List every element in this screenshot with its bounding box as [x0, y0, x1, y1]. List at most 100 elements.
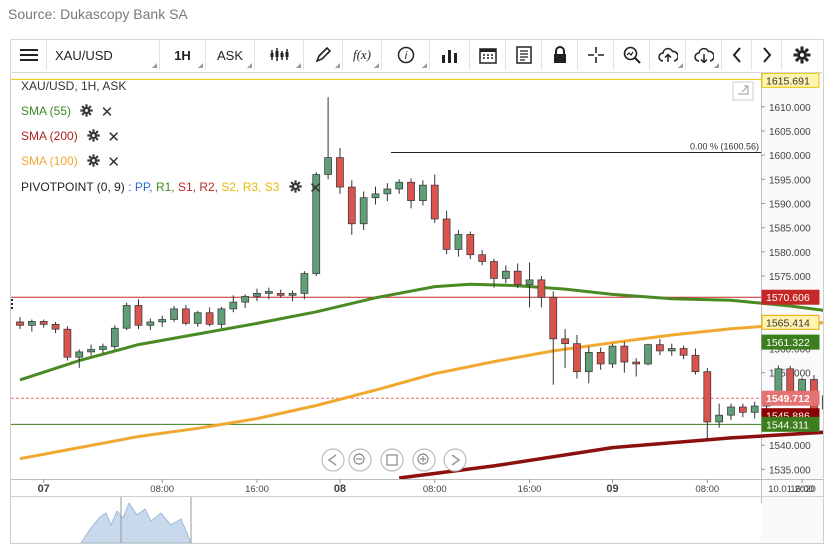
- scroll-forward-button[interactable]: [443, 448, 467, 472]
- pivot-settings-button[interactable]: [289, 180, 302, 196]
- candle-up[interactable]: [193, 312, 202, 324]
- candle-down[interactable]: [490, 261, 498, 279]
- candle-up[interactable]: [667, 348, 676, 352]
- indicators-button[interactable]: f(x): [343, 40, 382, 70]
- candle-up[interactable]: [87, 349, 95, 353]
- price-chart[interactable]: 1535.0001540.0001545.0001550.0001555.000…: [11, 73, 823, 543]
- download-button[interactable]: [686, 40, 722, 70]
- candle-up[interactable]: [383, 188, 392, 195]
- scroll-left-button[interactable]: [722, 40, 752, 70]
- candle-up[interactable]: [75, 351, 84, 358]
- candle-down[interactable]: [620, 345, 629, 363]
- template-button[interactable]: [506, 40, 542, 70]
- reset-zoom-button[interactable]: [380, 448, 404, 472]
- candle-down[interactable]: [691, 354, 700, 373]
- zoom-in-button[interactable]: [412, 448, 436, 472]
- candle-down[interactable]: [407, 181, 415, 201]
- draw-tool-button[interactable]: [304, 40, 343, 70]
- candle-up[interactable]: [371, 193, 380, 199]
- candle-up[interactable]: [217, 308, 226, 325]
- symbol-selector[interactable]: XAU/USD: [47, 40, 160, 70]
- candle-up[interactable]: [359, 197, 368, 225]
- candle-down[interactable]: [632, 361, 641, 365]
- candle-up[interactable]: [146, 321, 155, 326]
- candle-up[interactable]: [312, 174, 321, 274]
- info-button[interactable]: i: [382, 40, 430, 70]
- candle-up[interactable]: [99, 346, 107, 350]
- sma200-settings-button[interactable]: [87, 129, 100, 145]
- candle-up[interactable]: [241, 295, 249, 303]
- candle-up[interactable]: [608, 345, 617, 365]
- candle-up[interactable]: [821, 395, 823, 410]
- candle-up[interactable]: [644, 344, 652, 365]
- scroll-right-button[interactable]: [752, 40, 782, 70]
- chart-type-button[interactable]: [255, 40, 304, 70]
- candle-down[interactable]: [549, 296, 558, 340]
- candle-up[interactable]: [324, 157, 332, 175]
- lock-button[interactable]: [542, 40, 578, 70]
- candle-up[interactable]: [229, 301, 238, 310]
- sma55-settings-button[interactable]: [80, 104, 93, 120]
- candle-up[interactable]: [170, 308, 178, 320]
- candle-up[interactable]: [454, 234, 463, 250]
- drag-handle-dot[interactable]: [11, 303, 13, 305]
- candle-down[interactable]: [466, 234, 475, 256]
- sma100-settings-button[interactable]: [87, 154, 100, 170]
- candle-down[interactable]: [596, 352, 605, 365]
- candle-down[interactable]: [513, 270, 522, 286]
- candle-up[interactable]: [158, 319, 167, 323]
- menu-button[interactable]: [11, 40, 47, 70]
- candle-up[interactable]: [798, 379, 806, 392]
- drag-handle-dot[interactable]: [11, 299, 13, 301]
- candle-down[interactable]: [51, 323, 60, 330]
- candle-down[interactable]: [276, 293, 285, 296]
- zoom-out-button[interactable]: [348, 448, 372, 472]
- candle-down[interactable]: [16, 321, 24, 326]
- candle-down[interactable]: [205, 312, 214, 325]
- candle-down[interactable]: [63, 328, 72, 358]
- candle-up[interactable]: [750, 405, 759, 413]
- candle-down[interactable]: [39, 321, 48, 325]
- scroll-back-button[interactable]: [321, 448, 345, 472]
- candle-down[interactable]: [656, 344, 664, 352]
- candle-up[interactable]: [28, 321, 36, 326]
- candle-down[interactable]: [430, 184, 439, 220]
- candle-down[interactable]: [537, 279, 546, 298]
- candle-down[interactable]: [561, 338, 569, 345]
- candle-down[interactable]: [134, 305, 143, 326]
- candle-up[interactable]: [525, 279, 534, 286]
- sma200-remove-button[interactable]: ✕: [107, 129, 120, 146]
- sma100-remove-button[interactable]: ✕: [107, 154, 120, 171]
- volume-button[interactable]: [430, 40, 470, 70]
- candle-down[interactable]: [442, 218, 451, 250]
- candle-down[interactable]: [336, 157, 344, 188]
- side-selector[interactable]: ASK: [206, 40, 255, 70]
- zoom-button[interactable]: [614, 40, 650, 70]
- candle-up[interactable]: [253, 293, 261, 297]
- calendar-button[interactable]: [470, 40, 506, 70]
- candle-up[interactable]: [122, 305, 131, 329]
- crosshair-button[interactable]: [578, 40, 614, 70]
- candle-up[interactable]: [502, 270, 510, 279]
- settings-button[interactable]: [782, 40, 822, 70]
- period-selector[interactable]: 1H: [160, 40, 206, 70]
- chart-area[interactable]: 1535.0001540.0001545.0001550.0001555.000…: [10, 73, 824, 544]
- candle-up[interactable]: [265, 291, 273, 294]
- candle-down[interactable]: [786, 368, 795, 392]
- pivot-remove-button[interactable]: ✕: [309, 180, 322, 197]
- candle-up[interactable]: [727, 406, 735, 416]
- candle-down[interactable]: [478, 254, 486, 262]
- candle-up[interactable]: [395, 181, 404, 190]
- candle-down[interactable]: [703, 371, 712, 423]
- sma55-remove-button[interactable]: ✕: [100, 104, 114, 121]
- candle-up[interactable]: [288, 293, 297, 296]
- upload-button[interactable]: [650, 40, 686, 70]
- candle-down[interactable]: [347, 186, 356, 225]
- candle-up[interactable]: [419, 184, 427, 201]
- drag-handle-dot[interactable]: [11, 307, 13, 309]
- candle-up[interactable]: [715, 414, 724, 423]
- candle-down[interactable]: [573, 343, 581, 373]
- candle-up[interactable]: [300, 273, 309, 294]
- candle-up[interactable]: [110, 327, 119, 347]
- candle-down[interactable]: [679, 348, 688, 356]
